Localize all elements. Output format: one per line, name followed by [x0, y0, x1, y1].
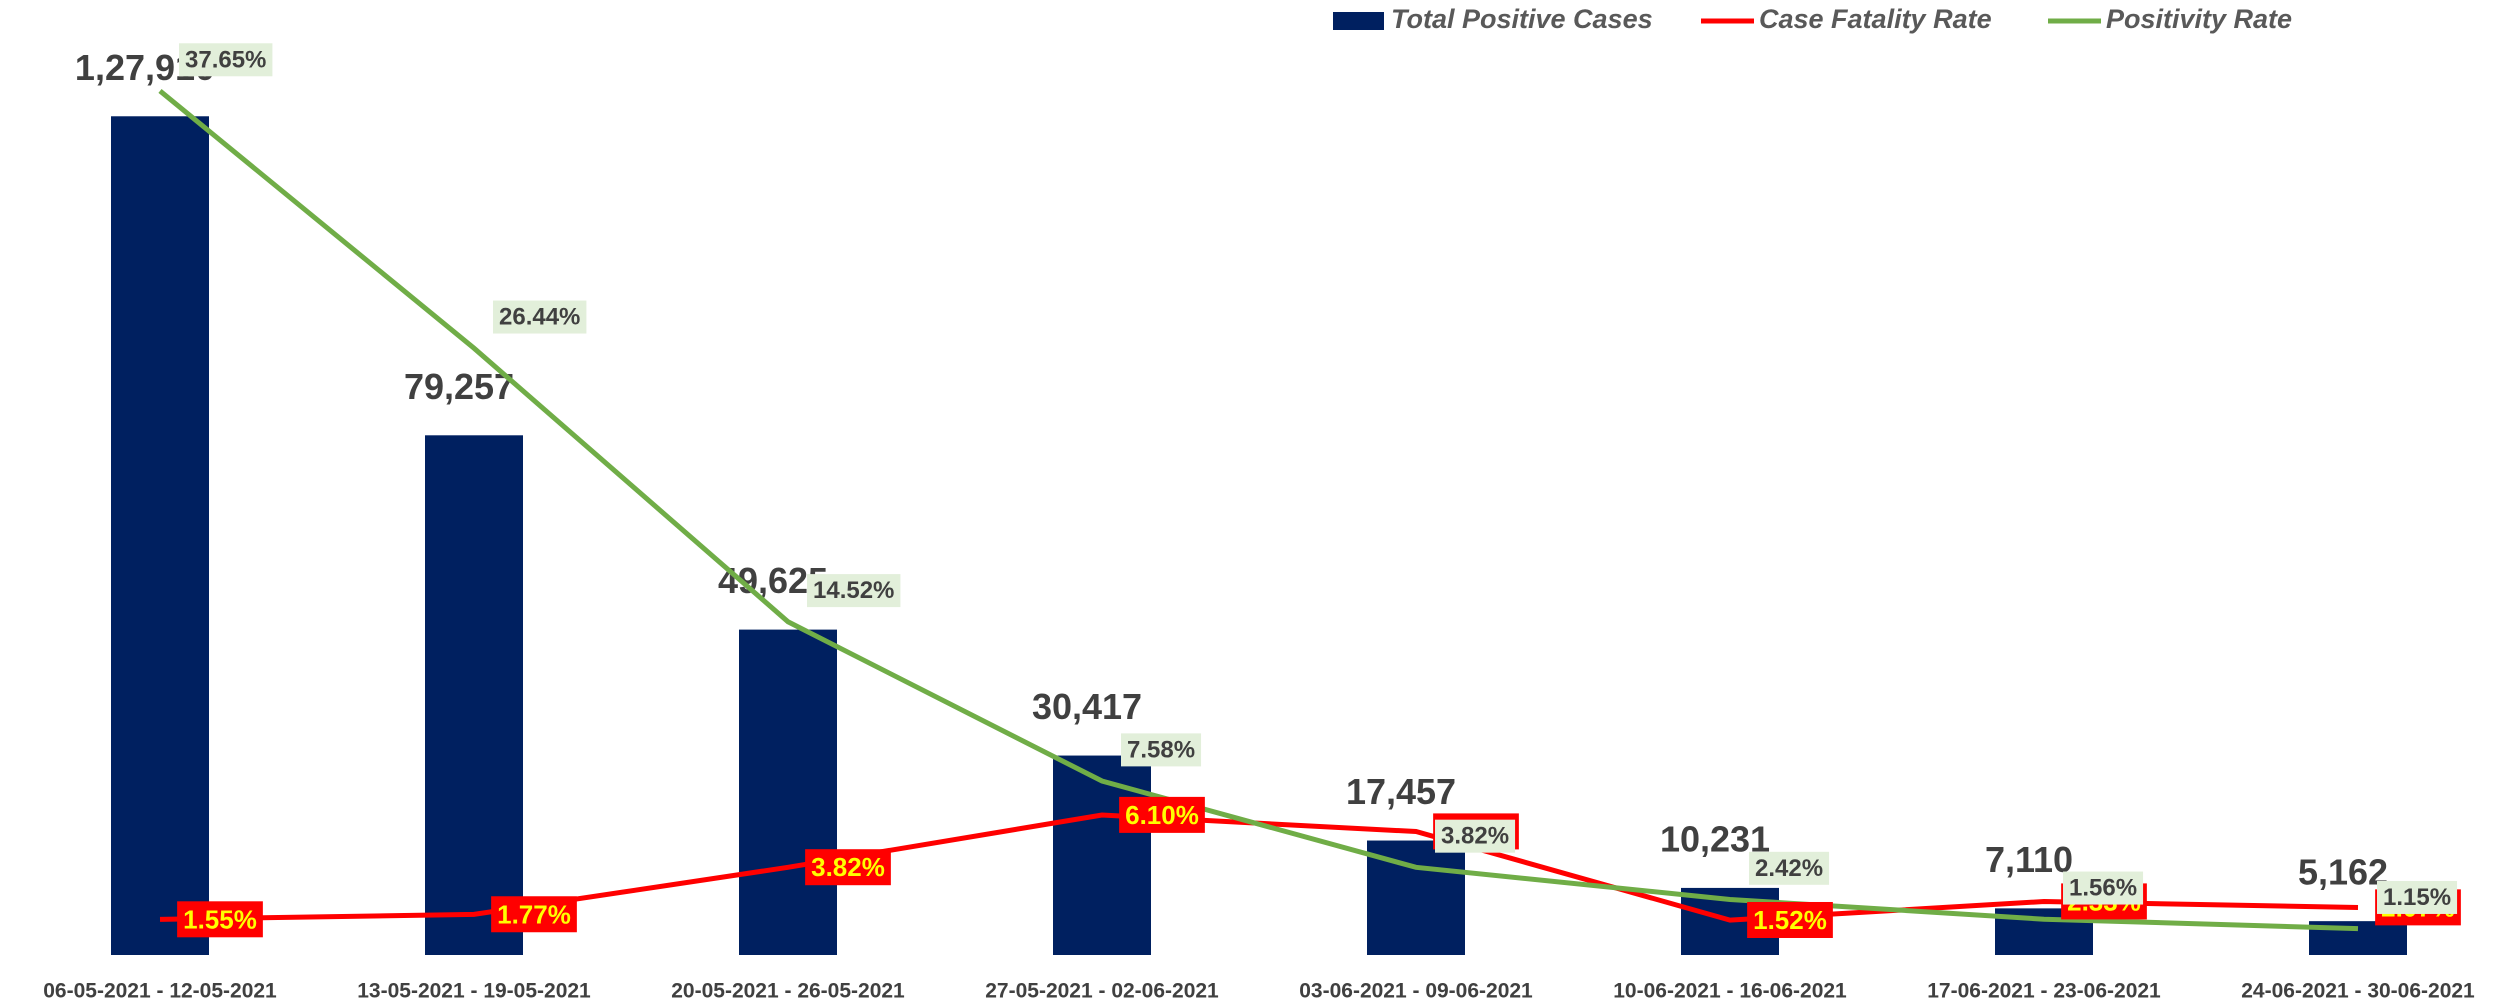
legend-label: Total Positive Cases [1391, 4, 1653, 34]
positivity-label-box [1121, 733, 1202, 767]
x-tick-label: 24-06-2021 - 30-06-2021 [2241, 980, 2475, 1003]
positivity-label: 37.65% [185, 46, 266, 73]
bar [1053, 755, 1151, 955]
positivity-label-box [493, 300, 587, 334]
legend-label: Case Fatality Rate [1759, 4, 1992, 34]
positivity-label-box [1435, 819, 1516, 853]
cfr-label: 6.10% [1125, 800, 1199, 830]
bar-value-label: 79,257 [404, 366, 514, 407]
positivity-label: 1.56% [2069, 875, 2137, 902]
bar [111, 116, 209, 955]
x-tick-label: 06-05-2021 - 12-05-2021 [43, 980, 277, 1003]
positivity-label-box [179, 43, 273, 77]
x-tick-label: 10-06-2021 - 16-06-2021 [1613, 980, 1847, 1003]
x-tick-label: 27-05-2021 - 02-06-2021 [985, 980, 1219, 1003]
bar [425, 435, 523, 955]
positivity-label: 3.82% [1441, 823, 1509, 850]
positivity-label-box [2377, 880, 2458, 914]
bar-value-label: 17,457 [1346, 771, 1456, 812]
x-tick-label: 17-06-2021 - 23-06-2021 [1927, 980, 2161, 1003]
x-tick-label: 13-05-2021 - 19-05-2021 [357, 980, 591, 1003]
cfr-label: 1.77% [497, 899, 571, 929]
cfr-label-box [1119, 796, 1205, 833]
bar [739, 629, 837, 955]
positivity-label-box [807, 574, 901, 608]
bar-value-label: 30,417 [1032, 686, 1142, 727]
positivity-label: 2.42% [1755, 855, 1823, 882]
positivity-label: 14.52% [813, 577, 894, 604]
positivity-label-box [1749, 851, 1830, 885]
cfr-label-box [491, 896, 577, 933]
cfr-label-box [177, 901, 263, 938]
cfr-label-box [805, 849, 891, 886]
positivity-label: 1.15% [2383, 884, 2451, 911]
cfr-label: 3.82% [811, 852, 885, 882]
cfr-label: 1.52% [1753, 905, 1827, 935]
bar-value-label: 7,110 [1985, 839, 2073, 880]
bar-value-label: 5,162 [2298, 852, 2388, 893]
cfr-label-box [1747, 901, 1833, 938]
positivity-label-box [2063, 871, 2144, 905]
positivity-label: 7.58% [1127, 736, 1195, 763]
legend-swatch [1333, 12, 1384, 30]
x-tick-label: 03-06-2021 - 09-06-2021 [1299, 980, 1533, 1003]
line [158, 88, 2359, 932]
legend-label: Positivity Rate [2106, 4, 2292, 34]
positivity-label: 26.44% [499, 304, 580, 331]
cfr-label: 1.55% [183, 904, 257, 934]
x-tick-label: 20-05-2021 - 26-05-2021 [671, 980, 905, 1003]
